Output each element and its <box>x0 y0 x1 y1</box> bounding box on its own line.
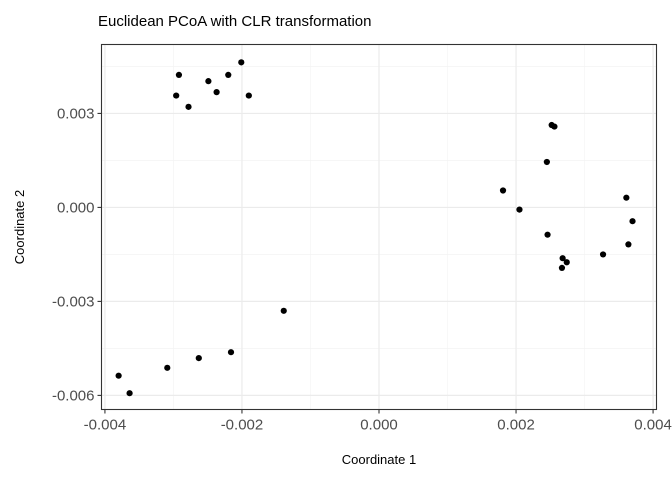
data-point <box>625 241 632 248</box>
data-point <box>280 307 287 314</box>
data-point <box>544 231 551 238</box>
x-tick-label: 0.000 <box>360 417 398 434</box>
data-point <box>173 92 180 99</box>
data-point <box>225 71 232 78</box>
x-tick-label: 0.002 <box>497 417 535 434</box>
chart-title: Euclidean PCoA with CLR transformation <box>98 13 371 30</box>
data-point <box>516 206 523 213</box>
data-point <box>551 123 558 130</box>
data-point <box>559 255 566 262</box>
x-tick-label: -0.004 <box>84 417 127 434</box>
data-point <box>563 259 570 266</box>
x-axis: -0.004 -0.002 0.000 0.002 0.004 <box>84 409 672 434</box>
x-tick-label: -0.002 <box>221 417 264 434</box>
data-point <box>205 78 212 85</box>
data-point <box>629 218 636 225</box>
data-point <box>623 194 630 201</box>
data-point <box>213 89 220 96</box>
data-point <box>558 264 566 271</box>
y-tick-label: -0.006 <box>52 387 95 404</box>
y-tick-label: 0.003 <box>57 105 95 122</box>
data-point <box>543 158 550 166</box>
data-point <box>126 390 133 397</box>
data-point <box>599 251 607 258</box>
data-point <box>175 71 183 78</box>
data-point <box>238 59 245 66</box>
x-axis-title: Coordinate 1 <box>342 452 416 467</box>
y-axis-title: Coordinate 2 <box>12 190 27 264</box>
major-grid <box>101 44 657 410</box>
data-point <box>499 187 507 194</box>
data-point <box>115 372 122 379</box>
data-point <box>227 349 235 356</box>
data-point <box>195 355 202 362</box>
y-axis: -0.006 -0.003 0.000 0.003 <box>52 105 102 404</box>
data-point <box>245 92 252 99</box>
data-point <box>185 103 192 110</box>
data-points <box>115 59 636 397</box>
y-tick-label: -0.003 <box>52 293 95 310</box>
y-tick-label: 0.000 <box>57 199 95 216</box>
x-tick-label: 0.004 <box>634 417 672 434</box>
data-point <box>164 364 171 371</box>
